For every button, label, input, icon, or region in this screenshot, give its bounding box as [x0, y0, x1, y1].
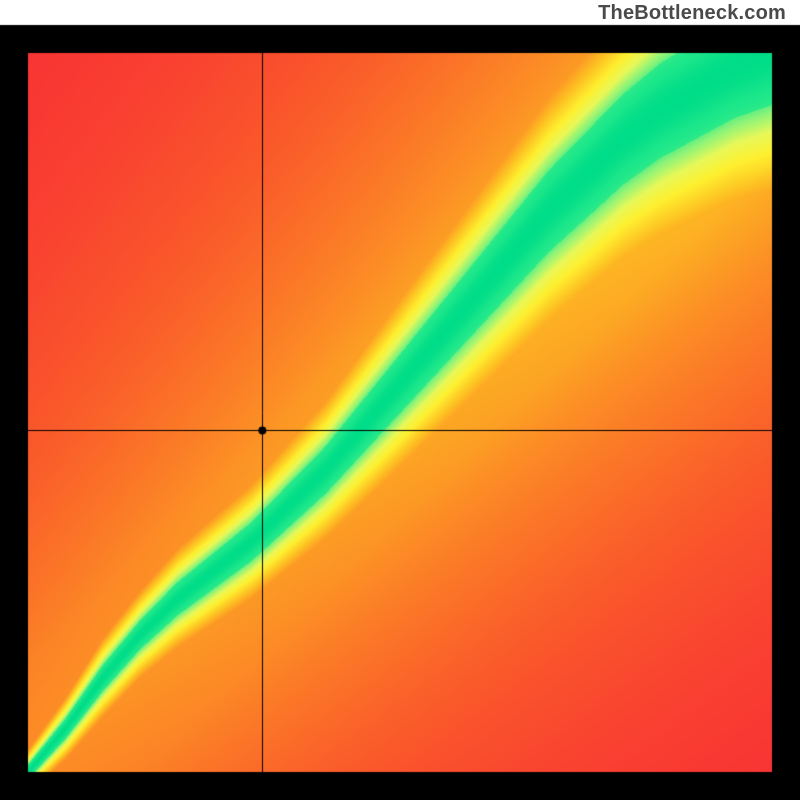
- heatmap-canvas: [0, 0, 800, 800]
- watermark-text: TheBottleneck.com: [598, 2, 786, 25]
- root-container: TheBottleneck.com: [0, 0, 800, 800]
